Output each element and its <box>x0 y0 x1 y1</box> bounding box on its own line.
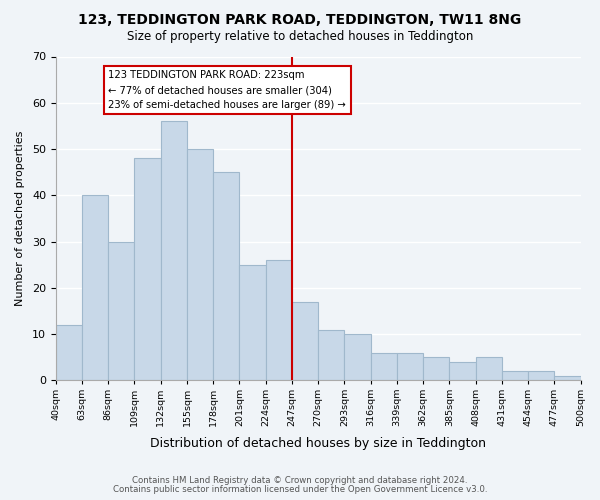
Bar <box>266 260 292 380</box>
Bar <box>56 325 82 380</box>
Text: Size of property relative to detached houses in Teddington: Size of property relative to detached ho… <box>127 30 473 43</box>
Text: Contains HM Land Registry data © Crown copyright and database right 2024.: Contains HM Land Registry data © Crown c… <box>132 476 468 485</box>
Bar <box>161 122 187 380</box>
Bar <box>239 265 266 380</box>
Bar <box>82 196 108 380</box>
Text: 123, TEDDINGTON PARK ROAD, TEDDINGTON, TW11 8NG: 123, TEDDINGTON PARK ROAD, TEDDINGTON, T… <box>79 12 521 26</box>
Bar <box>344 334 371 380</box>
Bar <box>371 352 397 380</box>
Bar <box>134 158 161 380</box>
Text: Contains public sector information licensed under the Open Government Licence v3: Contains public sector information licen… <box>113 484 487 494</box>
Bar <box>292 302 318 380</box>
Bar <box>213 172 239 380</box>
Bar <box>397 352 423 380</box>
Bar <box>528 371 554 380</box>
Bar <box>423 358 449 380</box>
Bar <box>449 362 476 380</box>
Bar <box>554 376 581 380</box>
Bar <box>318 330 344 380</box>
Bar <box>476 358 502 380</box>
Bar <box>108 242 134 380</box>
Text: 123 TEDDINGTON PARK ROAD: 223sqm
← 77% of detached houses are smaller (304)
23% : 123 TEDDINGTON PARK ROAD: 223sqm ← 77% o… <box>108 70 346 110</box>
Bar <box>502 371 528 380</box>
Bar <box>187 149 213 380</box>
X-axis label: Distribution of detached houses by size in Teddington: Distribution of detached houses by size … <box>150 437 486 450</box>
Y-axis label: Number of detached properties: Number of detached properties <box>15 131 25 306</box>
